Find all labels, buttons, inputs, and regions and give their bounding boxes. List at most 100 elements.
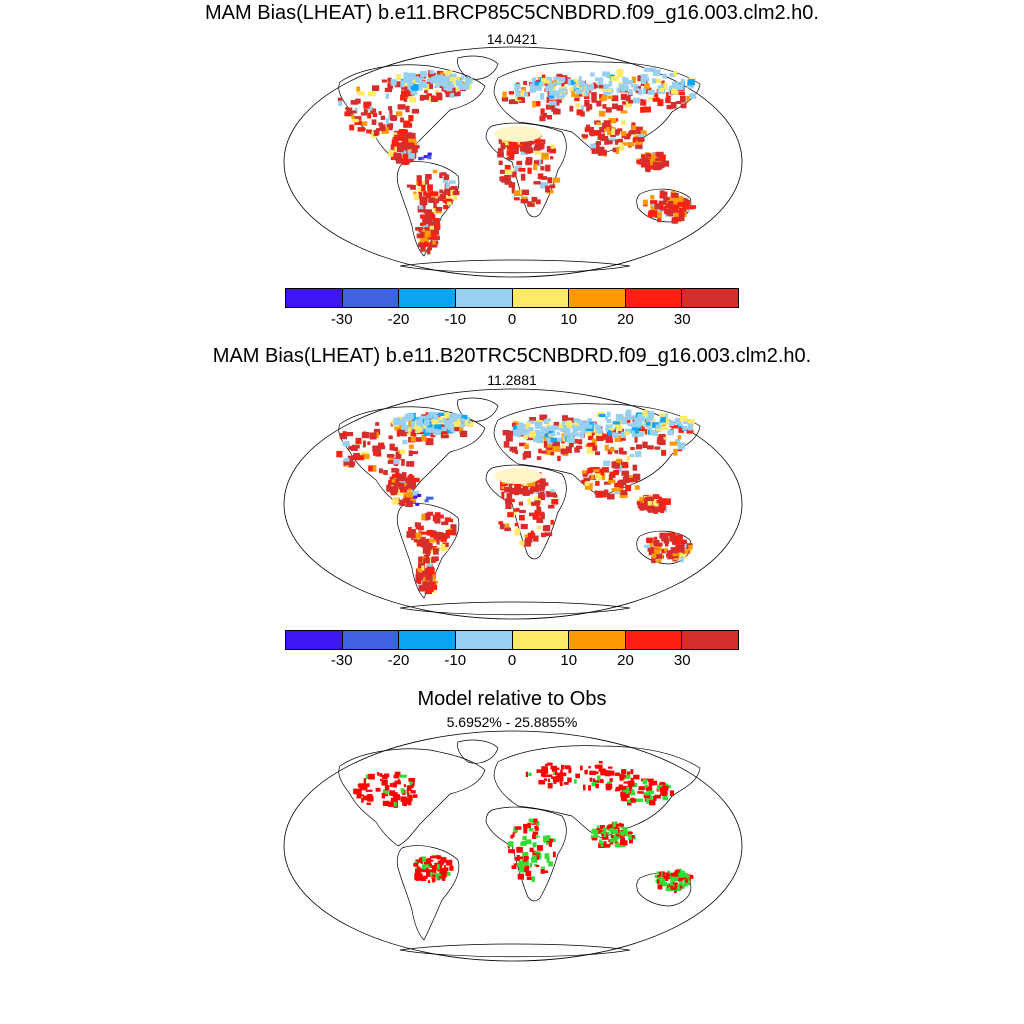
bias-cell: [425, 573, 433, 581]
bias-cell: [459, 432, 466, 437]
bias-cell: [403, 78, 409, 83]
bias-cell: [413, 538, 418, 543]
bias-cell: [581, 85, 585, 92]
bias-cell: [666, 96, 671, 103]
bias-cell: [415, 502, 420, 506]
bias-cell: [536, 506, 542, 513]
bias-cell: [439, 189, 443, 193]
bias-cell: [418, 227, 422, 233]
bias-cell: [606, 419, 612, 423]
bias-cell: [452, 92, 458, 97]
bias-cell: [638, 137, 645, 142]
relative-cell: [627, 799, 631, 803]
bias-cell: [664, 210, 672, 215]
bias-cell: [513, 423, 520, 427]
bias-cell: [414, 418, 423, 426]
bias-cell: [568, 440, 574, 448]
bias-cell: [524, 92, 529, 97]
bias-cell: [569, 424, 575, 429]
bias-cell: [429, 496, 434, 500]
bias-cell: [410, 142, 415, 147]
bias-cell: [536, 456, 542, 460]
bias-cell: [429, 221, 435, 225]
panel3-continents: [338, 739, 701, 958]
bias-cell: [433, 235, 440, 240]
relative-cell: [443, 865, 446, 868]
bias-cell: [617, 74, 623, 78]
bias-cell: [432, 241, 436, 245]
relative-cell: [547, 782, 553, 789]
bias-cell: [410, 90, 418, 95]
relative-cell: [611, 836, 616, 842]
bias-cell: [504, 487, 513, 493]
bias-cell: [421, 434, 427, 442]
bias-cell: [525, 537, 533, 543]
bias-cell: [636, 501, 641, 506]
bias-cell: [607, 479, 616, 484]
relative-cell: [422, 856, 427, 862]
bias-cell: [528, 146, 533, 153]
bias-cell: [454, 425, 462, 432]
bias-cell: [603, 120, 611, 127]
bias-cell: [677, 442, 686, 450]
bias-cell: [360, 112, 368, 116]
relative-cell: [531, 857, 538, 863]
bias-cell: [387, 77, 392, 82]
relative-cell: [623, 840, 628, 846]
relative-cell: [620, 840, 625, 846]
relative-cell: [416, 859, 423, 863]
bias-cell: [558, 77, 566, 82]
bias-cell: [408, 115, 414, 122]
bias-cell: [646, 421, 651, 426]
bias-cell: [566, 436, 573, 443]
relative-cell: [630, 798, 637, 803]
bias-cell: [594, 473, 601, 479]
bias-cell: [547, 177, 553, 184]
bias-cell: [432, 584, 438, 590]
bias-cell: [551, 108, 558, 112]
sahara-region: [494, 468, 542, 484]
bias-cell: [421, 531, 428, 535]
bias-cell: [601, 94, 608, 101]
bias-cell: [674, 215, 682, 222]
bias-cell: [558, 90, 564, 95]
bias-cell: [442, 199, 446, 203]
relative-cell: [630, 777, 634, 782]
bias-cell: [344, 461, 350, 466]
bias-cell: [451, 82, 455, 88]
bias-cell: [532, 435, 539, 442]
relative-cell: [395, 801, 398, 807]
panel1-colorbar: [285, 288, 739, 308]
bias-cell: [612, 147, 617, 153]
bias-cell: [387, 460, 396, 464]
bias-cell: [634, 485, 640, 490]
bias-cell: [605, 428, 612, 433]
bias-cell: [686, 95, 690, 102]
relative-cell: [657, 879, 660, 884]
colorbar-swatch: [625, 289, 683, 307]
bias-cell: [647, 445, 654, 450]
relative-cell: [624, 774, 631, 779]
relative-cell: [674, 870, 680, 874]
bias-cell: [434, 512, 441, 518]
bias-cell: [599, 98, 605, 102]
bias-cell: [618, 428, 624, 434]
bias-cell: [667, 553, 674, 560]
bias-cell: [456, 79, 463, 87]
bias-cell: [423, 191, 428, 196]
bias-cell: [434, 229, 439, 235]
bias-cell: [401, 424, 408, 430]
bias-cell: [401, 459, 405, 466]
relative-cell: [523, 827, 528, 834]
bias-cell: [400, 130, 406, 138]
relative-cell: [431, 878, 436, 882]
bias-cell: [544, 532, 553, 537]
bias-cell: [603, 460, 611, 466]
bias-cell: [628, 99, 634, 104]
bias-cell: [514, 429, 520, 434]
relative-cell: [555, 771, 558, 776]
bias-cell: [632, 464, 638, 471]
bias-cell: [515, 507, 520, 512]
bias-cell: [403, 97, 408, 102]
bias-cell: [520, 429, 527, 436]
